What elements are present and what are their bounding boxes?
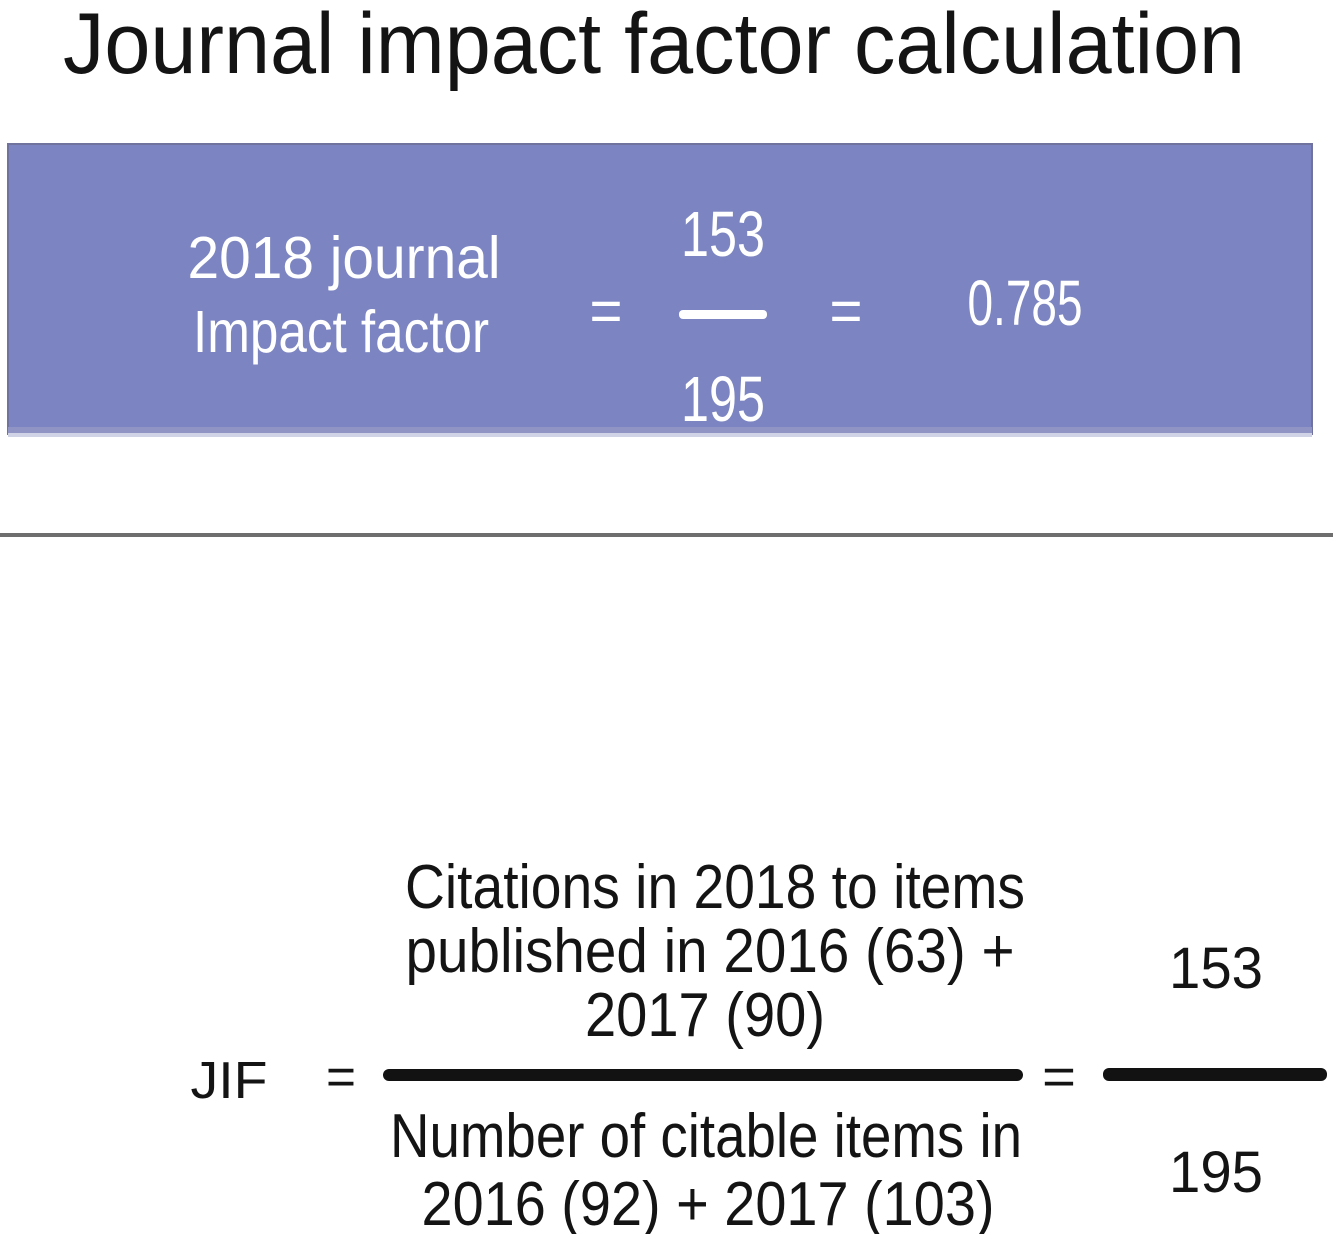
banner-fraction-denominator: 195 bbox=[681, 363, 765, 435]
formula-denominator-line2: 2016 (92) + 2017 (103) bbox=[422, 1170, 995, 1234]
result-fraction-denominator: 195 bbox=[1169, 1140, 1263, 1205]
banner-fraction-numerator: 153 bbox=[681, 198, 765, 270]
section-divider bbox=[0, 533, 1333, 537]
banner-result: 0.785 bbox=[968, 267, 1083, 339]
banner-equals-2: = bbox=[830, 278, 863, 344]
formula-numerator-line1: Citations in 2018 to items bbox=[405, 853, 1025, 922]
formula-fraction-bar bbox=[383, 1069, 1023, 1081]
result-fraction-numerator: 153 bbox=[1169, 936, 1263, 1001]
banner-label-line2: Impact factor bbox=[193, 299, 489, 365]
banner-bottom-shade bbox=[8, 427, 1312, 433]
banner-bottom-fade bbox=[8, 433, 1312, 437]
jif-equals-1: = bbox=[326, 1048, 356, 1106]
banner-label-line1: 2018 journal bbox=[188, 225, 501, 291]
banner-background bbox=[7, 143, 1313, 435]
banner-equals-1: = bbox=[590, 278, 623, 344]
banner-fraction-bar bbox=[679, 310, 767, 319]
result-fraction-bar bbox=[1103, 1068, 1327, 1081]
formula-numerator-line2: published in 2016 (63) + bbox=[406, 917, 1015, 986]
formula-numerator-line3: 2017 (90) bbox=[585, 981, 825, 1050]
jif-equals-2: = bbox=[1042, 1048, 1076, 1106]
jif-label: JIF bbox=[191, 1052, 268, 1110]
formula-denominator-line1: Number of citable items in bbox=[390, 1102, 1022, 1171]
figure-title: Journal impact factor calculation bbox=[63, 0, 1245, 92]
